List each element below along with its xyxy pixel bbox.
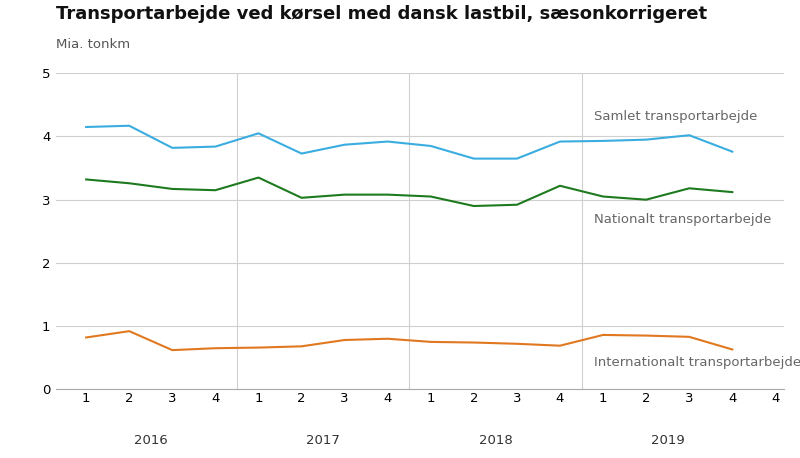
Text: Samlet transportarbejde: Samlet transportarbejde: [594, 110, 758, 123]
Text: 2016: 2016: [134, 434, 168, 447]
Text: 2019: 2019: [651, 434, 685, 447]
Text: Mia. tonkm: Mia. tonkm: [56, 38, 130, 51]
Text: Nationalt transportarbejde: Nationalt transportarbejde: [594, 213, 772, 226]
Text: 2018: 2018: [478, 434, 512, 447]
Text: Internationalt transportarbejde: Internationalt transportarbejde: [594, 356, 800, 369]
Text: Transportarbejde ved kørsel med dansk lastbil, sæsonkorrigeret: Transportarbejde ved kørsel med dansk la…: [56, 5, 707, 23]
Text: 2017: 2017: [306, 434, 340, 447]
